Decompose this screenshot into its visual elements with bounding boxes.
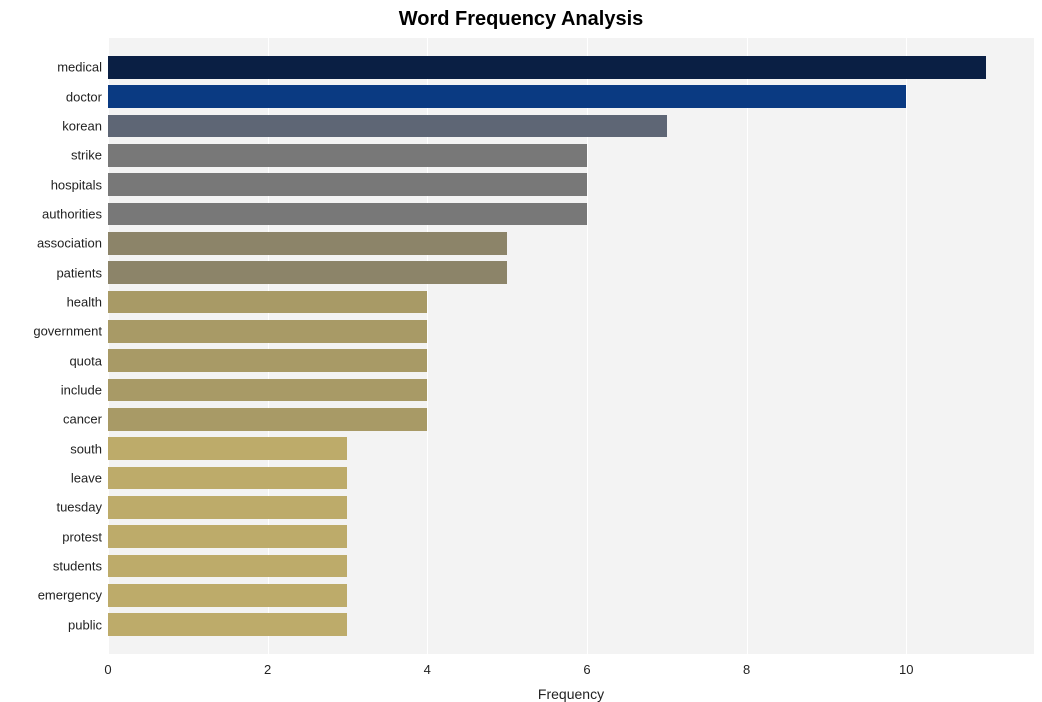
grid-line (906, 38, 907, 654)
y-tick-label: tuesday (56, 500, 108, 515)
bar (108, 85, 906, 108)
x-tick-label: 4 (424, 654, 431, 677)
bar (108, 115, 667, 138)
y-tick-label: hospitals (51, 177, 108, 192)
y-tick-label: association (37, 236, 108, 251)
chart-container: Word Frequency Analysis Frequency 024681… (0, 0, 1042, 701)
y-tick-label: health (67, 295, 108, 310)
bar (108, 496, 347, 519)
bar (108, 379, 427, 402)
bar (108, 291, 427, 314)
y-tick-label: authorities (42, 207, 108, 222)
y-tick-label: cancer (63, 412, 108, 427)
y-tick-label: strike (71, 148, 108, 163)
bar (108, 467, 347, 490)
bar (108, 320, 427, 343)
bar (108, 144, 587, 167)
x-axis-label: Frequency (538, 686, 604, 702)
bar (108, 584, 347, 607)
chart-title: Word Frequency Analysis (0, 8, 1042, 31)
bar (108, 437, 347, 460)
y-tick-label: government (33, 324, 108, 339)
bar (108, 613, 347, 636)
y-tick-label: leave (71, 471, 108, 486)
y-tick-label: emergency (38, 588, 108, 603)
bar (108, 349, 427, 372)
x-tick-label: 0 (104, 654, 111, 677)
y-tick-label: quota (69, 353, 108, 368)
x-tick-label: 10 (899, 654, 913, 677)
bar (108, 555, 347, 578)
bar (108, 525, 347, 548)
bar (108, 408, 427, 431)
grid-line (747, 38, 748, 654)
y-tick-label: medical (57, 60, 108, 75)
y-tick-label: students (53, 559, 108, 574)
bar (108, 56, 986, 79)
y-tick-label: doctor (66, 89, 108, 104)
y-tick-label: patients (56, 265, 108, 280)
y-tick-label: south (70, 441, 108, 456)
bar (108, 261, 507, 284)
plot-area: Frequency 0246810medicaldoctorkoreanstri… (108, 38, 1034, 654)
x-tick-label: 2 (264, 654, 271, 677)
bar (108, 203, 587, 226)
y-tick-label: include (61, 383, 108, 398)
y-tick-label: korean (62, 119, 108, 134)
bar (108, 232, 507, 255)
y-tick-label: protest (62, 529, 108, 544)
y-tick-label: public (68, 617, 108, 632)
x-tick-label: 8 (743, 654, 750, 677)
bar (108, 173, 587, 196)
x-tick-label: 6 (583, 654, 590, 677)
